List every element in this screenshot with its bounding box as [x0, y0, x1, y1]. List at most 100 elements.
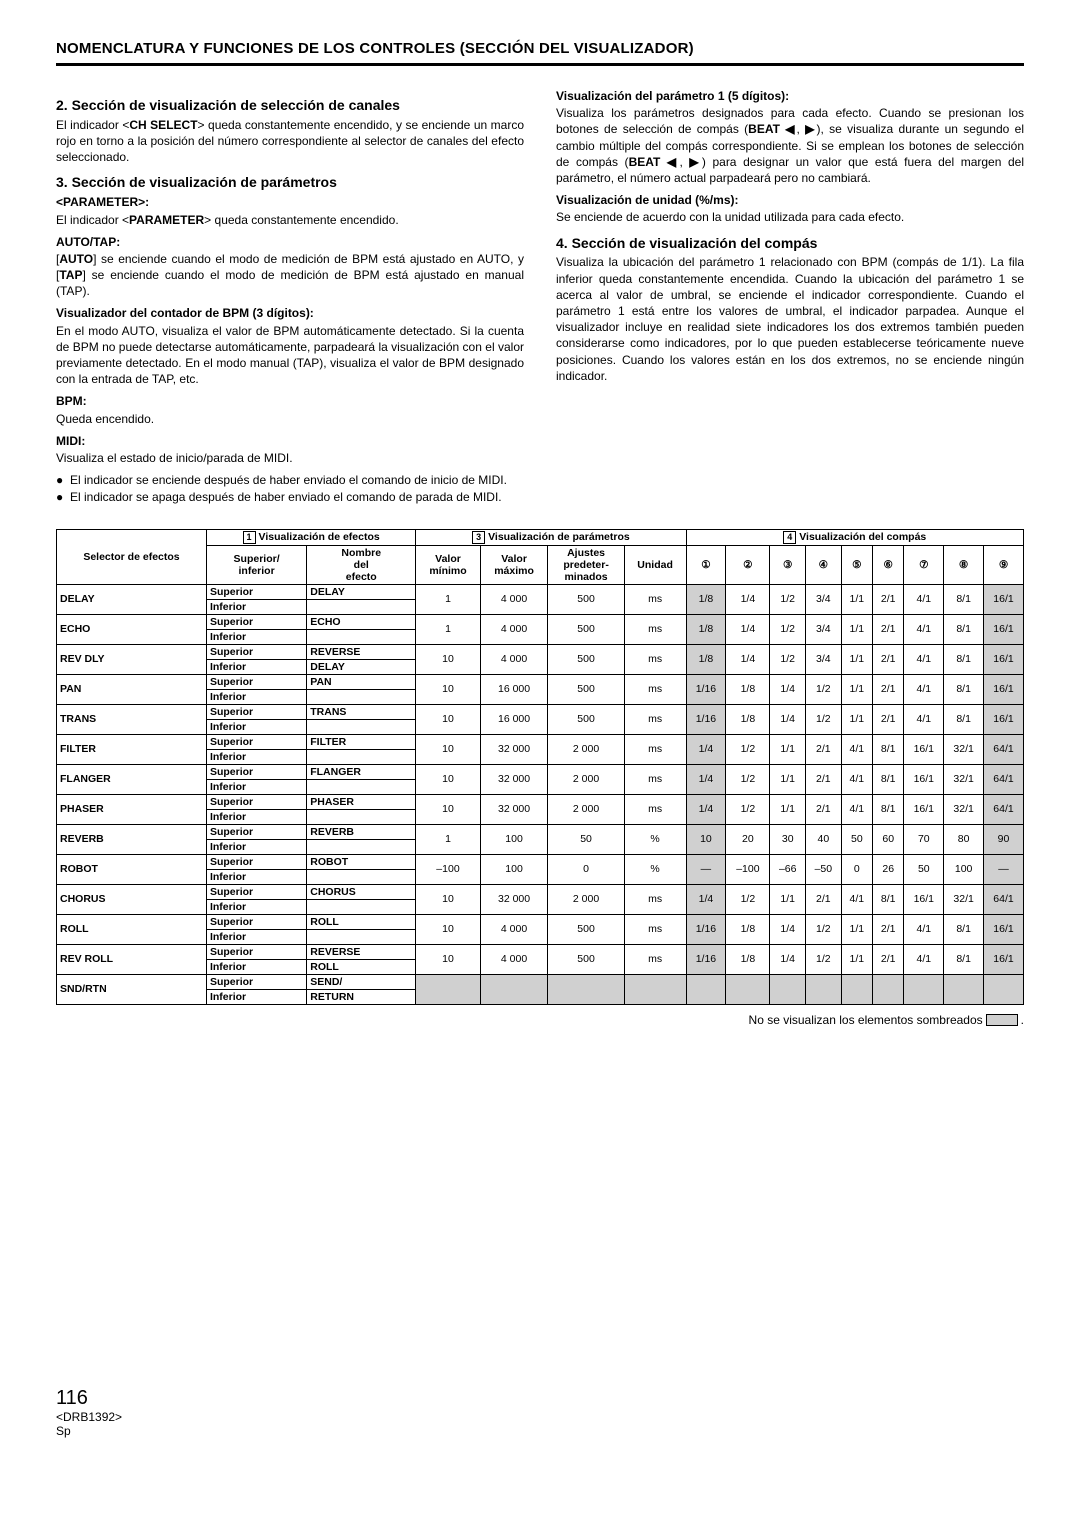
- beat-cell: 1/4: [686, 794, 726, 824]
- beat-cell: [944, 974, 984, 1004]
- page-number: 116: [56, 1387, 1024, 1410]
- col-header: ⑥: [873, 545, 904, 584]
- bullet-1: ●El indicador se enciende después de hab…: [56, 472, 524, 488]
- section-4-text: Visualiza la ubicación del parámetro 1 r…: [556, 254, 1024, 384]
- param-cell: 2 000: [548, 884, 624, 914]
- beat-cell: 1/4: [686, 764, 726, 794]
- param-cell: 10: [416, 764, 480, 794]
- param-cell: %: [624, 824, 686, 854]
- parameter-text: El indicador <PARAMETER> queda constante…: [56, 212, 524, 228]
- beat-cell: 40: [806, 824, 842, 854]
- effect-name: SEND/: [307, 974, 416, 989]
- param-cell: 0: [548, 854, 624, 884]
- section-3-heading: 3. Sección de visualización de parámetro…: [56, 173, 524, 192]
- beat-cell: 32/1: [944, 794, 984, 824]
- beat-cell: 16/1: [984, 614, 1024, 644]
- effect-name: [307, 929, 416, 944]
- beat-cell: 8/1: [873, 734, 904, 764]
- row-inferior: Inferior: [206, 599, 306, 614]
- beat-cell: 1/2: [806, 914, 842, 944]
- effect-name: TRANS: [307, 704, 416, 719]
- beat-cell: 8/1: [944, 944, 984, 974]
- beat-cell: 32/1: [944, 884, 984, 914]
- midi-label: MIDI:: [56, 433, 524, 449]
- effect-name: REVERSE: [307, 944, 416, 959]
- beat-cell: 1/16: [686, 914, 726, 944]
- unit-label: Visualización de unidad (%/ms):: [556, 192, 1024, 208]
- row-superior: Superior: [206, 794, 306, 809]
- effect-name: DELAY: [307, 584, 416, 599]
- group-effects: 1Visualización de efectos: [206, 529, 415, 545]
- beat-cell: 4/1: [904, 674, 944, 704]
- beat-cell: 1/1: [770, 764, 806, 794]
- table-row-selector: DELAY: [57, 584, 207, 614]
- col-header: Valormínimo: [416, 545, 480, 584]
- unit-text: Se enciende de acuerdo con la unidad uti…: [556, 209, 1024, 225]
- beat-cell: 1/1: [841, 914, 872, 944]
- shaded-swatch: [986, 1014, 1018, 1026]
- beat-cell: 1/2: [726, 764, 770, 794]
- beat-cell: 8/1: [944, 584, 984, 614]
- bpm-text: Queda encendido.: [56, 411, 524, 427]
- beat-cell: 1/16: [686, 944, 726, 974]
- beat-cell: 90: [984, 824, 1024, 854]
- beat-cell: 1/8: [726, 944, 770, 974]
- beat-cell: 1/1: [841, 674, 872, 704]
- beat-cell: 1/2: [806, 704, 842, 734]
- row-superior: Superior: [206, 974, 306, 989]
- beat-cell: 8/1: [944, 614, 984, 644]
- beat-cell: 26: [873, 854, 904, 884]
- col-header: ①: [686, 545, 726, 584]
- effect-name: [307, 719, 416, 734]
- beat-cell: [806, 974, 842, 1004]
- beat-cell: 2/1: [806, 884, 842, 914]
- beat-cell: 1/4: [726, 584, 770, 614]
- effect-name: CHORUS: [307, 884, 416, 899]
- parameters-table: Selector de efectos 1Visualización de ef…: [56, 529, 1024, 1005]
- param-cell: 500: [548, 944, 624, 974]
- param-cell: 32 000: [480, 734, 548, 764]
- row-inferior: Inferior: [206, 719, 306, 734]
- effect-name: REVERB: [307, 824, 416, 839]
- param-cell: ms: [624, 914, 686, 944]
- beat-cell: 100: [944, 854, 984, 884]
- effect-name: [307, 839, 416, 854]
- param-cell: 32 000: [480, 884, 548, 914]
- beat-cell: 1/4: [686, 884, 726, 914]
- beat-cell: 1/1: [770, 794, 806, 824]
- beat-cell: 4/1: [904, 944, 944, 974]
- param-cell: 32 000: [480, 794, 548, 824]
- row-inferior: Inferior: [206, 809, 306, 824]
- param-cell: ms: [624, 704, 686, 734]
- row-inferior: Inferior: [206, 929, 306, 944]
- beat-cell: 1/2: [806, 674, 842, 704]
- parameter-label: <PARAMETER>:: [56, 194, 524, 210]
- param-cell: 500: [548, 614, 624, 644]
- effect-name: [307, 869, 416, 884]
- param-cell: 2 000: [548, 734, 624, 764]
- bpm-counter-label: Visualizador del contador de BPM (3 dígi…: [56, 305, 524, 321]
- beat-cell: 2/1: [806, 794, 842, 824]
- beat-cell: 32/1: [944, 734, 984, 764]
- table-row-selector: PAN: [57, 674, 207, 704]
- param-cell: 16 000: [480, 704, 548, 734]
- beat-cell: 3/4: [806, 584, 842, 614]
- param-cell: 1: [416, 824, 480, 854]
- beat-cell: 10: [686, 824, 726, 854]
- table-row-selector: REV ROLL: [57, 944, 207, 974]
- param-cell: 10: [416, 794, 480, 824]
- row-inferior: Inferior: [206, 959, 306, 974]
- table-row-selector: FLANGER: [57, 764, 207, 794]
- param-cell: ms: [624, 674, 686, 704]
- param-cell: 500: [548, 584, 624, 614]
- param-cell: 32 000: [480, 764, 548, 794]
- beat-cell: 3/4: [806, 644, 842, 674]
- row-inferior: Inferior: [206, 659, 306, 674]
- beat-cell: 1/8: [686, 614, 726, 644]
- beat-cell: 4/1: [904, 704, 944, 734]
- effect-name: REVERSE: [307, 644, 416, 659]
- beat-cell: 4/1: [841, 734, 872, 764]
- effect-name: [307, 689, 416, 704]
- beat-cell: 4/1: [841, 764, 872, 794]
- col-header: Valormáximo: [480, 545, 548, 584]
